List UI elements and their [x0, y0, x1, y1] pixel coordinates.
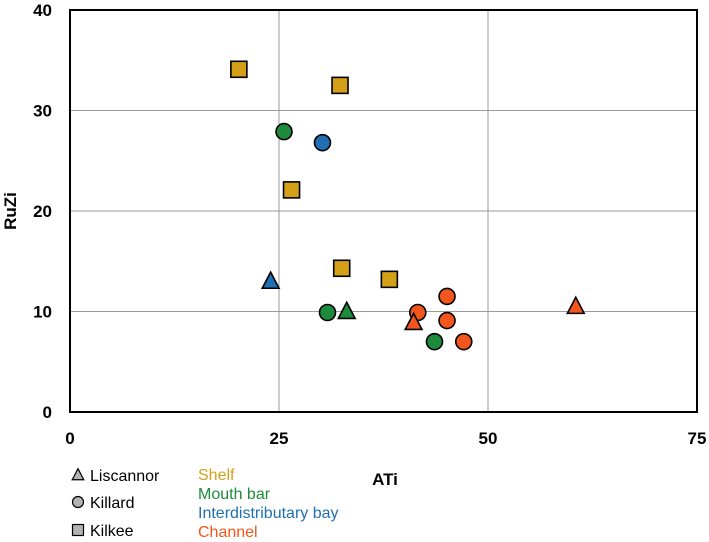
legend-env-shelf: Shelf — [198, 467, 235, 484]
legend-env-mouthbar: Mouth bar — [198, 486, 271, 503]
grid-lines — [70, 10, 697, 412]
y-tick-label: 20 — [33, 202, 52, 221]
legend-environments: Shelf Mouth bar Interdistributary bay Chann… — [198, 467, 339, 541]
data-point — [438, 311, 456, 330]
data-points — [230, 60, 586, 351]
legend-marker-killard — [71, 495, 85, 509]
x-tick-label: 0 — [65, 429, 74, 448]
legend-marker-liscannor — [71, 467, 85, 481]
x-tick-label: 50 — [479, 429, 498, 448]
legend-marker-kilkee — [71, 523, 85, 537]
y-tick-label: 0 — [43, 403, 52, 422]
legend-label-kilkee: Kilkee — [90, 523, 134, 540]
x-tick-label: 25 — [270, 429, 289, 448]
legend-label-killard: Killard — [90, 495, 134, 512]
data-point — [260, 270, 281, 290]
data-point — [425, 332, 444, 351]
data-point — [454, 332, 473, 351]
y-tick-label: 30 — [33, 102, 52, 121]
axis-ticks: 0 25 50 75 0 10 20 30 40 — [33, 1, 706, 448]
data-point — [332, 259, 351, 278]
data-point — [336, 300, 357, 320]
y-tick-label: 10 — [33, 303, 52, 322]
legend-env-channel: Channel — [198, 524, 258, 541]
x-tick-label: 75 — [688, 429, 707, 448]
y-tick-label: 40 — [33, 1, 52, 20]
legend-label-liscannor: Liscannor — [90, 468, 160, 485]
legend-env-interdistributary: Interdistributary bay — [198, 505, 339, 522]
data-point — [318, 303, 337, 322]
data-point — [380, 270, 399, 289]
legend-locations: Liscannor Killard Kilkee — [71, 467, 160, 540]
plot-area — [69, 9, 698, 413]
y-axis-title: RuZi — [1, 192, 20, 230]
data-point — [282, 181, 301, 199]
data-point — [438, 287, 456, 306]
data-point — [331, 76, 349, 95]
data-point — [275, 122, 293, 141]
data-point — [313, 133, 332, 152]
data-point — [230, 60, 248, 79]
data-point — [566, 295, 586, 315]
data-point — [403, 311, 424, 331]
x-axis-title: ATi — [372, 470, 398, 489]
